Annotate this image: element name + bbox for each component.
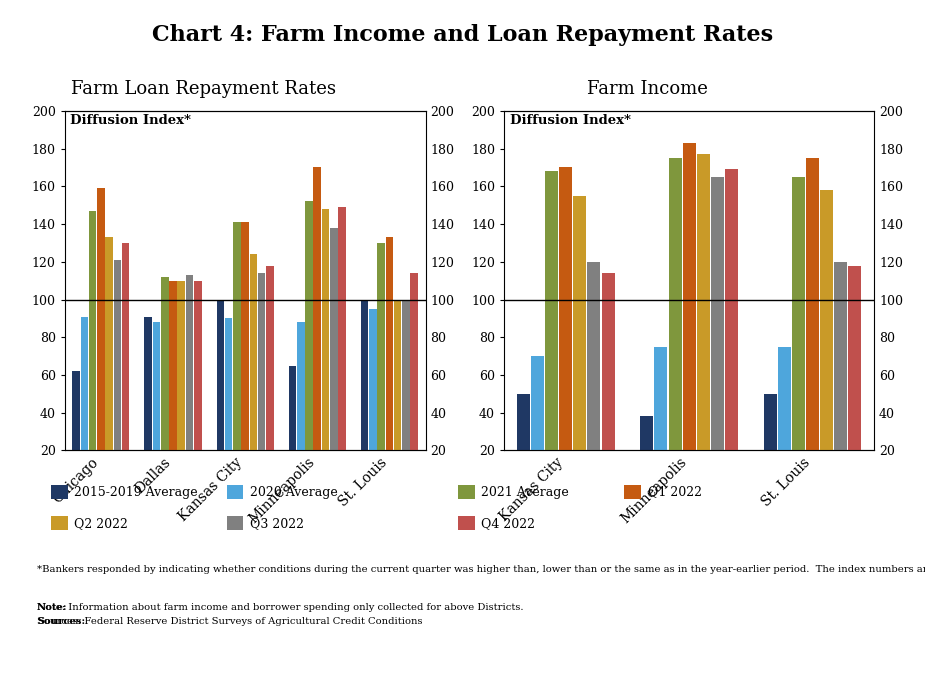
Bar (105, 237, 113, 488)
Text: Chart 4: Farm Income and Loan Repayment Rates: Chart 4: Farm Income and Loan Repayment … (152, 24, 773, 46)
Bar (531, 356, 544, 488)
Bar (314, 168, 321, 488)
Bar (266, 265, 274, 488)
Bar (655, 346, 668, 488)
Bar (517, 394, 530, 488)
Text: Sources: Federal Reserve District Surveys of Agricultural Credit Conditions: Sources: Federal Reserve District Survey… (37, 617, 423, 626)
Bar (330, 228, 338, 488)
Bar (778, 346, 791, 488)
Bar (305, 202, 313, 488)
Bar (186, 275, 193, 488)
Bar (322, 209, 329, 488)
Bar (386, 237, 393, 488)
Bar (241, 222, 249, 488)
Bar (587, 262, 600, 488)
Bar (153, 322, 160, 488)
Bar (601, 273, 614, 488)
Bar (97, 188, 105, 488)
Text: Sources:: Sources: (37, 617, 85, 626)
Bar (669, 158, 682, 488)
Bar (820, 190, 833, 488)
Text: 2020 Average: 2020 Average (250, 486, 338, 498)
Bar (289, 366, 296, 488)
Text: Note:: Note: (37, 603, 68, 612)
Bar (369, 309, 376, 488)
Bar (169, 281, 177, 488)
Bar (233, 222, 240, 488)
Text: *Bankers responded by indicating whether conditions during the current quarter w: *Bankers responded by indicating whether… (37, 565, 925, 574)
Bar (225, 318, 232, 488)
Text: 2015-2019 Average: 2015-2019 Average (74, 486, 198, 498)
Bar (297, 322, 304, 488)
Bar (574, 196, 586, 488)
Bar (178, 281, 185, 488)
Bar (411, 273, 418, 488)
Text: Q1 2022: Q1 2022 (648, 486, 701, 498)
Bar (710, 177, 723, 488)
Bar (122, 243, 130, 488)
Text: Diffusion Index*: Diffusion Index* (510, 114, 631, 128)
Bar (161, 277, 168, 488)
Bar (194, 281, 202, 488)
Bar (848, 265, 861, 488)
Bar (377, 243, 385, 488)
Text: Diffusion Index*: Diffusion Index* (70, 114, 191, 128)
Bar (697, 155, 709, 488)
Bar (545, 171, 558, 488)
Bar (792, 177, 805, 488)
Bar (394, 299, 401, 488)
Bar (144, 317, 152, 488)
Text: Q4 2022: Q4 2022 (481, 517, 535, 529)
Bar (216, 299, 224, 488)
Bar (764, 394, 777, 488)
Bar (402, 299, 410, 488)
Text: Note: Information about farm income and borrower spending only collected for abo: Note: Information about farm income and … (37, 603, 524, 612)
Bar (72, 371, 80, 488)
Bar (80, 317, 88, 488)
Text: Farm Loan Repayment Rates: Farm Loan Repayment Rates (71, 80, 336, 98)
Bar (806, 158, 819, 488)
Bar (361, 299, 368, 488)
Bar (258, 273, 265, 488)
Bar (725, 169, 738, 488)
Bar (560, 168, 573, 488)
Text: Q3 2022: Q3 2022 (250, 517, 303, 529)
Bar (250, 254, 257, 488)
Bar (834, 262, 847, 488)
Text: Farm Income: Farm Income (587, 80, 708, 98)
Bar (683, 143, 696, 488)
Bar (339, 207, 346, 488)
Text: Q2 2022: Q2 2022 (74, 517, 128, 529)
Text: 2021 Average: 2021 Average (481, 486, 569, 498)
Bar (114, 260, 121, 488)
Bar (89, 211, 96, 488)
Bar (640, 416, 653, 488)
